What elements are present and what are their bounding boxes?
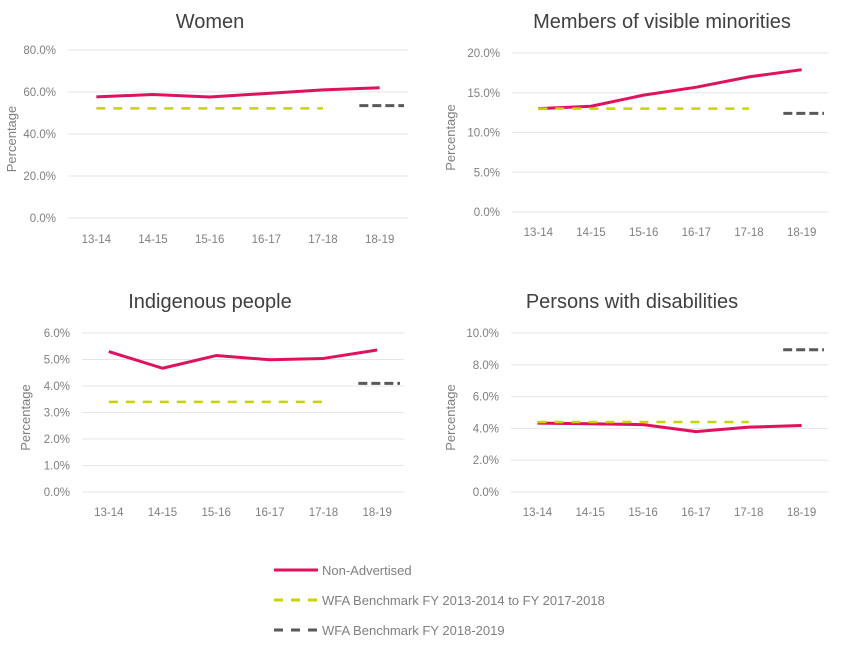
chart-title: Women xyxy=(176,11,245,33)
y-tick-label: 0.0% xyxy=(44,487,70,499)
x-tick-label: 14-15 xyxy=(138,234,167,246)
legend-label-benchmark-2013-2018: WFA Benchmark FY 2013-2014 to FY 2017-20… xyxy=(322,593,605,608)
legend-item-non-advertised: Non-Advertised xyxy=(274,563,412,578)
x-tick-label: 14-15 xyxy=(576,507,605,519)
legend-label-non-advertised: Non-Advertised xyxy=(322,563,412,578)
y-tick-label: 2.0% xyxy=(44,434,70,446)
y-tick-label: 3.0% xyxy=(44,408,70,420)
x-tick-label: 18-19 xyxy=(362,507,391,519)
legend-item-benchmark-2018-2019: WFA Benchmark FY 2018-2019 xyxy=(274,623,505,638)
x-tick-label: 13-14 xyxy=(82,234,112,246)
y-tick-label: 0.0% xyxy=(474,207,500,219)
series-line-non-advertised xyxy=(538,68,802,111)
chart-title: Indigenous people xyxy=(128,291,291,313)
x-tick-label: 16-17 xyxy=(681,507,710,519)
y-tick-label: 60.0% xyxy=(23,87,56,99)
y-axis-label: Percentage xyxy=(443,384,458,451)
y-tick-label: 40.0% xyxy=(23,129,56,141)
legend: Non-Advertised WFA Benchmark FY 2013-201… xyxy=(274,563,605,638)
y-tick-label: 5.0% xyxy=(474,167,500,179)
x-tick-label: 15-16 xyxy=(195,234,224,246)
x-tick-label: 15-16 xyxy=(628,507,657,519)
series-line-non-advertised xyxy=(537,421,802,434)
chart-panel-women: Women Percentage 0.0% 20.0% 40.0% 60.0% 80.0% 1… xyxy=(4,11,408,246)
y-tick-label: 20.0% xyxy=(467,48,500,60)
x-tick-label: 14-15 xyxy=(148,507,177,519)
x-tick-label: 14-15 xyxy=(576,227,605,239)
y-tick-label: 20.0% xyxy=(23,171,56,183)
series-line-non-advertised xyxy=(96,86,380,99)
y-tick-label: 80.0% xyxy=(23,45,56,57)
y-tick-label: 1.0% xyxy=(44,461,70,473)
x-tick-label: 18-19 xyxy=(787,507,816,519)
chart-panel-members-of-visible-minorities: Members of visible minorities Percentage 0… xyxy=(443,11,828,239)
x-tick-label: 17-18 xyxy=(734,227,763,239)
chart-title: Persons with disabilities xyxy=(526,291,738,313)
y-tick-label: 10.0% xyxy=(466,328,499,340)
y-tick-label: 4.0% xyxy=(44,381,70,393)
x-tick-label: 13-14 xyxy=(524,227,554,239)
x-tick-label: 16-17 xyxy=(255,507,284,519)
x-tick-label: 17-18 xyxy=(308,234,337,246)
legend-label-benchmark-2018-2019: WFA Benchmark FY 2018-2019 xyxy=(322,623,505,638)
y-axis-label: Percentage xyxy=(4,106,19,173)
y-tick-label: 2.0% xyxy=(473,455,499,467)
x-tick-label: 17-18 xyxy=(734,507,763,519)
x-tick-label: 16-17 xyxy=(252,234,281,246)
x-tick-label: 18-19 xyxy=(365,234,394,246)
chart-panel-persons-with-disabilities: Persons with disabilities Percentage 0.0% 2… xyxy=(443,291,828,519)
y-axis-label: Percentage xyxy=(443,104,458,171)
x-tick-label: 18-19 xyxy=(787,227,816,239)
chart-title: Members of visible minorities xyxy=(533,11,791,33)
legend-item-benchmark-2013-2018: WFA Benchmark FY 2013-2014 to FY 2017-20… xyxy=(274,593,605,608)
x-tick-label: 15-16 xyxy=(629,227,658,239)
y-tick-label: 15.0% xyxy=(467,88,500,100)
y-tick-label: 0.0% xyxy=(473,487,499,499)
x-tick-label: 13-14 xyxy=(523,507,553,519)
x-tick-label: 17-18 xyxy=(309,507,338,519)
y-tick-label: 0.0% xyxy=(30,213,56,225)
x-tick-label: 13-14 xyxy=(94,507,124,519)
y-tick-label: 10.0% xyxy=(467,128,500,140)
x-tick-label: 15-16 xyxy=(201,507,230,519)
y-tick-label: 6.0% xyxy=(473,392,499,404)
series-line-non-advertised xyxy=(108,348,378,370)
y-tick-label: 5.0% xyxy=(44,355,70,367)
y-tick-label: 4.0% xyxy=(473,423,499,435)
y-axis-label: Percentage xyxy=(18,384,33,451)
chart-panel-indigenous-people: Indigenous people Percentage 0.0% 1.0% 2.0% 3… xyxy=(18,291,404,519)
x-tick-label: 16-17 xyxy=(682,227,711,239)
y-tick-label: 6.0% xyxy=(44,328,70,340)
y-tick-label: 8.0% xyxy=(473,360,499,372)
